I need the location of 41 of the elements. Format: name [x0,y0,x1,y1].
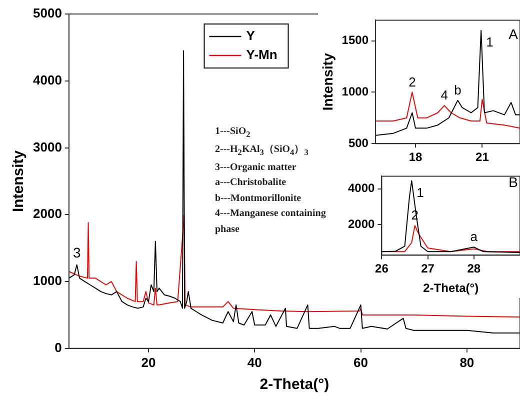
annotation: 1---SiO$_{2}$ [215,125,252,141]
annotation: 4---Manganese containing phase [215,207,327,237]
annotation: b [454,82,462,98]
annotation: a [470,229,478,244]
annotation: B [508,174,518,190]
x-tick-label: 80 [460,354,474,370]
x-tick-label: 28 [467,262,481,276]
y-tick-label: 5000 [33,6,62,21]
annotation: b---Montmorillonite [215,192,302,206]
x-axis-title: 2-Theta(°) [260,376,330,394]
y-tick-label: 1000 [342,84,369,98]
annotation: 3---Organic matter [215,160,298,175]
annotation: A [508,26,518,42]
legend-label: Y-Mn [246,47,278,62]
y-tick-label: 2000 [33,206,62,222]
y-tick-label: 1500 [342,33,369,48]
x-tick-label: 20 [141,354,156,370]
y-tick-label: 500 [348,136,369,150]
y-tick-label: 0 [54,340,62,355]
y-axis-title: Intensity [10,150,28,212]
x-tick-label: 26 [375,262,389,276]
y-tick-label: 3000 [33,139,62,154]
y-tick-label: 4000 [348,181,376,196]
annotation: 2---H$_{2}$KAl$_{3}$（SiO$_{4}$）$_{3}$ [215,142,310,159]
annotation: 4 [440,88,448,103]
x-tick-label: 21 [476,150,490,164]
x-tick-label: 18 [408,150,423,164]
y-tick-label: 2000 [348,216,376,231]
annotation: 2 [408,74,416,90]
x-axis-title: 2-Theta(°) [423,281,479,296]
annotation: 3 [72,244,81,260]
annotation: a---Christobalite [215,176,288,190]
x-tick-label: 27 [421,262,435,276]
y-tick-label: 1000 [33,273,62,288]
annotation: 1 [416,184,424,200]
y-tick-label: 4000 [33,72,62,88]
x-tick-label: 40 [247,354,262,370]
annotation: 1 [486,34,494,50]
legend-label: Y [246,28,256,44]
y-axis-title: Intensity [319,52,336,111]
x-tick-label: 60 [354,354,368,370]
